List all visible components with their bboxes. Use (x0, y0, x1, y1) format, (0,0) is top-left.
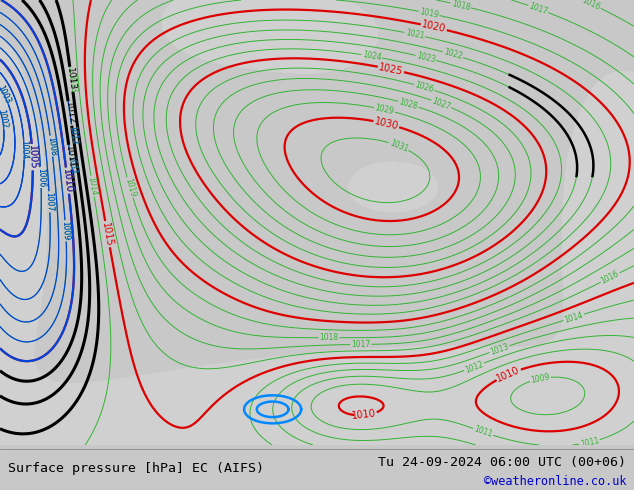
Text: 1010: 1010 (61, 168, 74, 194)
Text: 1012: 1012 (67, 125, 79, 145)
Text: 1010: 1010 (61, 168, 74, 194)
Text: 1011: 1011 (579, 436, 600, 449)
Text: 1024: 1024 (361, 50, 382, 62)
Text: 1019: 1019 (419, 7, 439, 20)
Text: 1005: 1005 (27, 145, 38, 170)
Text: 1006: 1006 (36, 168, 46, 187)
Text: 1018: 1018 (451, 0, 471, 12)
Text: 1008: 1008 (46, 136, 57, 156)
Text: 1013: 1013 (66, 74, 77, 94)
Text: 1009: 1009 (61, 221, 71, 241)
Text: 1025: 1025 (378, 62, 404, 77)
Text: Surface pressure [hPa] EC (AIFS): Surface pressure [hPa] EC (AIFS) (8, 462, 264, 475)
Text: 1011: 1011 (65, 145, 77, 169)
Text: 1031: 1031 (388, 138, 410, 154)
Text: 1011: 1011 (472, 425, 493, 440)
Text: 1007: 1007 (44, 192, 55, 212)
Text: 1017: 1017 (351, 340, 370, 349)
Text: 1014: 1014 (87, 176, 98, 196)
Text: 1011: 1011 (66, 155, 77, 175)
Text: 1018: 1018 (320, 333, 339, 342)
Text: 1021: 1021 (404, 28, 425, 41)
Text: 1016: 1016 (581, 0, 602, 12)
Text: 1030: 1030 (373, 116, 399, 131)
Text: 1008: 1008 (46, 136, 57, 156)
Text: 1023: 1023 (415, 51, 436, 65)
Text: 1013: 1013 (489, 342, 510, 356)
Text: 1017: 1017 (527, 1, 549, 17)
Text: 1019: 1019 (123, 177, 137, 198)
Text: 1022: 1022 (443, 48, 463, 62)
Text: 1009: 1009 (61, 221, 71, 241)
Text: 1003: 1003 (0, 84, 13, 105)
Text: ©weatheronline.co.uk: ©weatheronline.co.uk (484, 475, 626, 489)
Text: 1028: 1028 (398, 97, 419, 111)
Text: 1009: 1009 (530, 372, 551, 385)
Text: 1010: 1010 (495, 365, 522, 384)
Text: 1012: 1012 (67, 125, 79, 145)
Text: 1006: 1006 (36, 168, 46, 187)
Text: 1012: 1012 (64, 101, 76, 125)
Text: 1011: 1011 (66, 155, 77, 175)
Text: 1004: 1004 (20, 140, 29, 159)
Text: 1012: 1012 (463, 359, 484, 374)
Text: 1004: 1004 (20, 140, 29, 159)
Text: 1029: 1029 (374, 103, 395, 116)
Text: 1027: 1027 (430, 96, 452, 111)
Text: 1016: 1016 (600, 269, 621, 286)
Text: 1002: 1002 (0, 109, 9, 130)
Text: 1014: 1014 (563, 310, 584, 324)
Text: 1007: 1007 (44, 192, 55, 212)
Text: 1015: 1015 (100, 221, 115, 247)
Text: 1020: 1020 (421, 20, 447, 35)
Text: Tu 24-09-2024 06:00 UTC (00+06): Tu 24-09-2024 06:00 UTC (00+06) (378, 456, 626, 468)
Text: 1010: 1010 (351, 409, 377, 421)
Text: 1013: 1013 (65, 67, 77, 91)
Text: 1003: 1003 (0, 84, 13, 105)
Text: 1005: 1005 (27, 145, 38, 170)
Text: 1026: 1026 (414, 80, 435, 95)
Text: 1002: 1002 (0, 109, 9, 130)
